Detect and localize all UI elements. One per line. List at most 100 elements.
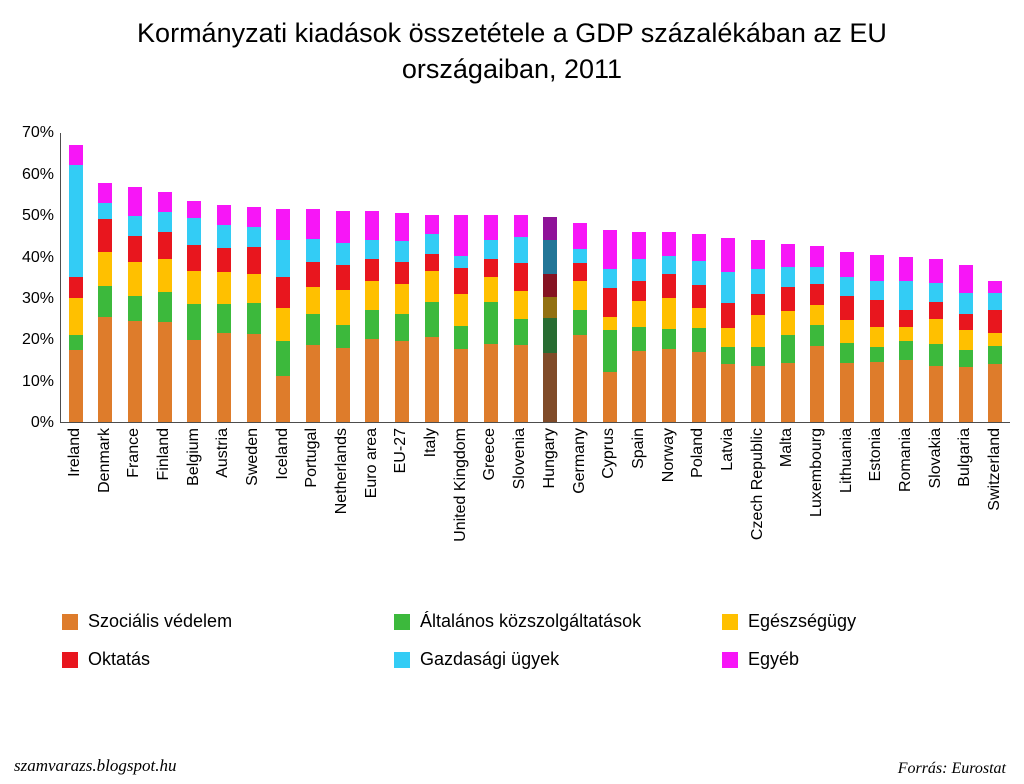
bar-segment-egy-b bbox=[68, 144, 83, 166]
bar-segment-szoci-lis-v-delem bbox=[632, 351, 647, 423]
legend-item-egyeb: Egyéb bbox=[722, 649, 1024, 670]
source-blog-link[interactable]: szamvarazs.blogspot.hu bbox=[14, 756, 177, 775]
bar-segment-gazdas-gi-gyek bbox=[335, 243, 350, 266]
data-source-note: Forrás: Eurostat bbox=[897, 760, 1006, 777]
x-axis-label: Cyprus bbox=[600, 428, 618, 479]
bar-segment-eg-szs-g-gy bbox=[810, 305, 825, 325]
bar-segment-eg-szs-g-gy bbox=[187, 271, 202, 304]
bar-segment-gazdas-gi-gyek bbox=[187, 218, 202, 245]
bar-segment-eg-szs-g-gy bbox=[454, 293, 469, 327]
bar-segment-egy-b bbox=[128, 186, 143, 216]
bar-finland bbox=[157, 192, 172, 423]
bar-segment-szoci-lis-v-delem bbox=[246, 333, 261, 423]
bar-segment-szoci-lis-v-delem bbox=[543, 352, 558, 423]
bar-segment--ltal-nos-k-zszolg-ltat-sok bbox=[543, 318, 558, 353]
bar-segment-szoci-lis-v-delem bbox=[306, 345, 321, 423]
x-label-slot-united-kingdom: United Kingdom bbox=[446, 423, 476, 595]
bar-austria bbox=[217, 204, 232, 423]
bar-segment-gazdas-gi-gyek bbox=[899, 281, 914, 310]
bar-segment-oktat-s bbox=[750, 294, 765, 315]
legend: Szociális védelem Általános közszolgálta… bbox=[62, 611, 1024, 670]
education-swatch-icon bbox=[62, 651, 78, 668]
bar-latvia bbox=[721, 237, 736, 423]
bar-segment-eg-szs-g-gy bbox=[484, 276, 499, 303]
x-axis-label: Italy bbox=[422, 428, 440, 458]
bar-segment-szoci-lis-v-delem bbox=[839, 362, 854, 423]
bar-segment--ltal-nos-k-zszolg-ltat-sok bbox=[572, 309, 587, 336]
bar-segment-gazdas-gi-gyek bbox=[958, 293, 973, 315]
bar-slot-italy bbox=[417, 133, 447, 423]
health-swatch-icon bbox=[722, 613, 738, 630]
bar-slot-finland bbox=[150, 133, 180, 423]
legend-item-gazdasagi-ugyek: Gazdasági ügyek bbox=[394, 649, 722, 670]
y-axis: 0% 10% 20% 30% 40% 50% 60% 70% bbox=[8, 124, 60, 431]
bar-segment-szoci-lis-v-delem bbox=[750, 365, 765, 423]
bar-segment-oktat-s bbox=[365, 259, 380, 281]
bar-segment-egy-b bbox=[217, 204, 232, 225]
bar-segment-eg-szs-g-gy bbox=[988, 333, 1003, 346]
bar-segment-oktat-s bbox=[246, 246, 261, 274]
bar-segment-egy-b bbox=[839, 252, 854, 278]
bar-segment-egy-b bbox=[721, 237, 736, 273]
bar-segment-gazdas-gi-gyek bbox=[602, 269, 617, 288]
bar-slovenia bbox=[513, 215, 528, 423]
x-label-slot-estonia: Estonia bbox=[862, 423, 892, 595]
bar-segment-eg-szs-g-gy bbox=[958, 330, 973, 350]
other-swatch-icon bbox=[722, 651, 738, 668]
bar-switzerland bbox=[988, 281, 1003, 423]
general-public-services-swatch-icon bbox=[394, 613, 410, 630]
bar-segment-oktat-s bbox=[572, 263, 587, 281]
bar-segment-eg-szs-g-gy bbox=[335, 289, 350, 325]
bar-slot-romania bbox=[891, 133, 921, 423]
bar-segment-gazdas-gi-gyek bbox=[750, 269, 765, 295]
x-label-slot-slovakia: Slovakia bbox=[921, 423, 951, 595]
bar-segment-egy-b bbox=[424, 215, 439, 235]
bar-segment-eg-szs-g-gy bbox=[513, 290, 528, 320]
bar-segment-eg-szs-g-gy bbox=[246, 273, 261, 303]
bar-segment-oktat-s bbox=[869, 300, 884, 327]
x-label-slot-iceland: Iceland bbox=[268, 423, 298, 595]
bar-slot-netherlands bbox=[328, 133, 358, 423]
y-axis-label: 60% bbox=[21, 165, 54, 183]
bar-iceland bbox=[276, 208, 291, 423]
bar-segment-gazdas-gi-gyek bbox=[128, 215, 143, 237]
x-axis-label: Germany bbox=[570, 428, 588, 495]
bar-segment-szoci-lis-v-delem bbox=[365, 338, 380, 423]
bar-segment--ltal-nos-k-zszolg-ltat-sok bbox=[335, 324, 350, 348]
bar-segment-gazdas-gi-gyek bbox=[572, 248, 587, 264]
bar-segment--ltal-nos-k-zszolg-ltat-sok bbox=[869, 347, 884, 362]
bar-segment-szoci-lis-v-delem bbox=[128, 321, 143, 423]
bar-slovakia bbox=[928, 258, 943, 423]
x-axis-label: Lithuania bbox=[837, 428, 855, 494]
x-axis-label: Estonia bbox=[867, 428, 885, 482]
bar-segment-oktat-s bbox=[157, 232, 172, 260]
chart: 0% 10% 20% 30% 40% 50% 60% 70% Ireland Denmark Fr… bbox=[8, 124, 1010, 595]
x-axis-label: Belgium bbox=[184, 428, 202, 487]
x-label-slot-denmark: Denmark bbox=[90, 423, 120, 595]
bar-segment-gazdas-gi-gyek bbox=[988, 293, 1003, 310]
bar-segment--ltal-nos-k-zszolg-ltat-sok bbox=[602, 330, 617, 372]
x-label-slot-cyprus: Cyprus bbox=[594, 423, 624, 595]
x-axis-label: Malta bbox=[778, 428, 796, 468]
bar-segment-egy-b bbox=[395, 213, 410, 242]
x-axis-label: Norway bbox=[659, 428, 677, 483]
legend-label: Egyéb bbox=[748, 649, 800, 670]
bar-segment--ltal-nos-k-zszolg-ltat-sok bbox=[424, 301, 439, 338]
x-label-slot-ireland: Ireland bbox=[60, 423, 90, 595]
bar-segment-egy-b bbox=[276, 208, 291, 240]
bar-segment--ltal-nos-k-zszolg-ltat-sok bbox=[246, 302, 261, 334]
bar-segment-szoci-lis-v-delem bbox=[513, 345, 528, 423]
bar-segment-gazdas-gi-gyek bbox=[68, 165, 83, 278]
bar-segment-oktat-s bbox=[335, 265, 350, 290]
bar-slot-slovenia bbox=[506, 133, 536, 423]
legend-item-egeszsegugy: Egészségügy bbox=[722, 611, 1024, 632]
bar-segment-gazdas-gi-gyek bbox=[810, 266, 825, 285]
x-label-slot-belgium: Belgium bbox=[179, 423, 209, 595]
x-axis-label: Greece bbox=[481, 428, 499, 481]
x-axis-label: Czech Republic bbox=[748, 428, 766, 541]
bar-segment--ltal-nos-k-zszolg-ltat-sok bbox=[810, 324, 825, 347]
bar-segment-oktat-s bbox=[454, 268, 469, 294]
bar-segment-eg-szs-g-gy bbox=[98, 251, 113, 287]
bar-segment-oktat-s bbox=[602, 287, 617, 317]
legend-label: Általános közszolgáltatások bbox=[420, 611, 642, 632]
